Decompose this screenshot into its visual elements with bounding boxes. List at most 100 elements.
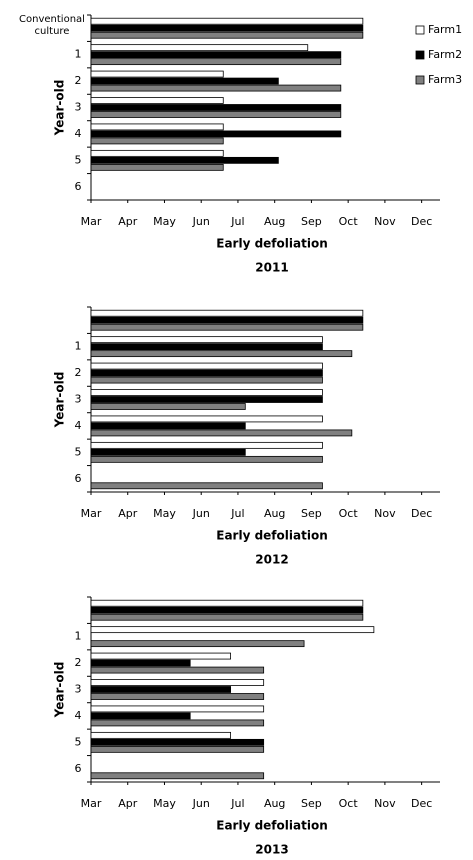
bar [90,44,309,52]
x-tick-label: Apr [118,215,138,228]
category-label: 2 [75,656,82,669]
bar [90,130,342,138]
category-label: 2 [75,74,82,87]
x-tick-label: Aug [264,215,285,228]
bar [90,626,375,634]
category-label: 3 [75,683,82,696]
bar [90,51,342,59]
x-axis-label: Early defoliation [216,237,327,251]
bar [90,613,364,621]
bar [90,111,342,118]
bar [90,376,323,384]
category-label: 1 [75,340,82,353]
bar [90,705,265,713]
x-tick-label: May [153,797,176,810]
bar [90,396,323,403]
bar [90,369,323,377]
bar [90,606,364,614]
x-tick-label: Sep [301,507,322,520]
bar [90,679,265,686]
bar [90,123,224,131]
x-axis-label: Early defoliation [216,529,327,543]
chart: Mar Apr May Jun Jul Aug Sep Oct Nov Dec 1 2 3 4 5 6 Earl… [53,306,440,567]
bar [90,309,364,317]
bar [90,77,279,85]
bar [90,448,246,456]
bar [90,719,265,727]
bar [90,772,265,780]
bar [90,652,232,660]
x-tick-label: Jun [192,507,210,520]
category-label: Conventional culture [19,14,85,38]
bar [90,24,364,32]
bar [90,389,323,396]
x-tick-label: Oct [339,215,359,228]
y-axis-label: Year-old [53,80,67,137]
x-tick-label: Oct [339,797,359,810]
bar [90,693,265,700]
bar [90,343,323,351]
chart-title: 2011 [255,261,288,275]
legend-swatch [415,25,425,35]
bar [90,659,191,667]
x-tick-label: Mar [81,797,102,810]
x-tick-label: Jul [230,507,244,520]
bar [90,482,323,490]
x-tick-label: Dec [411,215,432,228]
bar [90,17,364,25]
chart-title: 2012 [255,553,288,567]
bar [90,137,224,145]
bar [90,336,323,344]
category-label: 6 [75,180,82,193]
legend-label: Farm3 [428,73,462,86]
x-tick-label: Apr [118,797,138,810]
bar [90,84,342,92]
legend-label: Farm2 [428,48,462,61]
bar [90,31,364,39]
legend-swatch [415,75,425,85]
bar [90,686,232,693]
x-tick-label: May [153,507,176,520]
x-tick-label: Jul [230,215,244,228]
x-tick-label: Mar [81,215,102,228]
x-tick-label: Sep [301,797,322,810]
bar [90,455,323,463]
legend-label: Farm1 [428,23,462,36]
bar [90,156,279,164]
x-tick-label: Nov [374,215,396,228]
bar [90,422,246,430]
bar [90,666,265,674]
bar [90,745,265,753]
category-label: 3 [75,101,82,114]
x-tick-label: Apr [118,507,138,520]
x-tick-label: Jun [192,797,210,810]
bar [90,731,232,739]
x-tick-label: May [153,215,176,228]
bar [90,429,353,437]
x-tick-label: Jun [192,215,210,228]
category-label: 6 [75,472,82,485]
bar [90,316,364,324]
category-label: 6 [75,762,82,775]
category-label: 2 [75,366,82,379]
y-axis-label: Year-old [53,372,67,429]
chart: Mar Apr May Jun Jul Aug Sep Oct Nov Dec 1 2 3 4 5 6 Earl… [53,596,440,857]
x-tick-label: Nov [374,507,396,520]
category-label: 5 [75,445,82,458]
legend-swatch [415,50,425,60]
x-tick-label: Jul [230,797,244,810]
category-label-box: Conventional culture [19,14,85,38]
x-tick-label: Aug [264,507,285,520]
bar [90,362,323,370]
bar [90,640,305,648]
chart: Mar Apr May Jun Jul Aug Sep Oct Nov Dec Convention… [19,14,462,275]
category-label: 1 [75,630,82,643]
chart-title: 2013 [255,843,288,857]
category-label: 5 [75,735,82,748]
bar [90,599,364,607]
bar [90,350,353,358]
bar [90,323,364,331]
y-axis-label: Year-old [53,662,67,719]
bar [90,70,224,78]
